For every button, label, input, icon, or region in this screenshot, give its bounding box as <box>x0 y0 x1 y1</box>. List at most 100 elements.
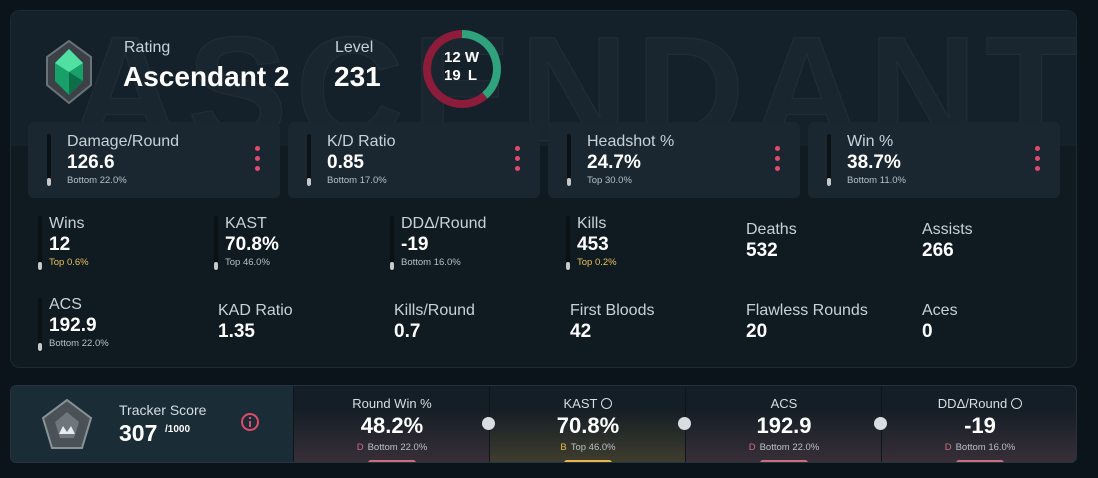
card-percentile: Bottom 11.0% <box>847 175 906 186</box>
stat-label: Kills/Round <box>394 302 475 319</box>
metric-label-row: KAST <box>490 396 686 411</box>
metric-label-row: ACS <box>686 396 882 411</box>
stat-label: First Bloods <box>570 302 655 319</box>
wins-count: 12 <box>444 49 461 66</box>
card-value: 38.7% <box>847 152 901 173</box>
stat-value: 453 <box>577 234 609 255</box>
percentile-fill <box>566 262 570 270</box>
tracker-panel: Tracker Score 307 /1000 Round Win % 48.2%… <box>10 385 1077 463</box>
stat-label: KAD Ratio <box>218 302 293 319</box>
tracker-metric: ACS 192.9 D Bottom 22.0% <box>685 386 882 462</box>
level-value: 231 <box>334 61 381 92</box>
metric-label: DDΔ/Round <box>937 396 1008 411</box>
win-loss-ring <box>423 30 501 108</box>
percentile-track <box>38 297 42 351</box>
stat-value: 0 <box>922 321 933 342</box>
rating-value: Ascendant 2 <box>123 61 290 92</box>
losses-arc <box>423 30 488 108</box>
stat: DDΔ/Round -19 Bottom 16.0% <box>390 214 560 274</box>
metric-grade: D <box>944 442 952 453</box>
metric-percentile: Top 46.0% <box>570 442 616 453</box>
stat: ACS 192.9 Bottom 22.0% <box>38 295 208 355</box>
card-percentile: Bottom 22.0% <box>67 175 127 186</box>
tracker-score: 307 <box>119 420 158 446</box>
percentile-track <box>390 216 394 270</box>
losses-label: L <box>467 67 478 84</box>
card-label: Win % <box>847 133 894 150</box>
stat: Aces 0 <box>918 295 1076 355</box>
percentile-fill <box>38 262 42 270</box>
grade-bar <box>564 460 612 462</box>
stat-card: Win % 38.7% Bottom 11.0% <box>808 122 1060 198</box>
percentile-fill <box>567 178 571 186</box>
tracker-metric: KAST 70.8% B Top 46.0% <box>489 386 686 462</box>
card-percentile: Top 30.0% <box>587 175 632 186</box>
plus-icon <box>678 417 691 430</box>
stat-value: 20 <box>746 321 768 342</box>
info-icon[interactable] <box>1011 398 1023 409</box>
percentile-track <box>566 216 570 270</box>
percentile-fill <box>390 262 394 270</box>
stat: Deaths 532 <box>742 214 912 274</box>
stat-card: Damage/Round 126.6 Bottom 22.0% <box>28 122 280 198</box>
tracker-emblem <box>41 398 93 449</box>
menu-dot <box>255 166 260 171</box>
menu-dot <box>775 146 780 151</box>
info-button[interactable] <box>240 412 260 432</box>
metric-grade: B <box>560 442 567 453</box>
stat-value: 532 <box>746 240 778 261</box>
more-menu[interactable] <box>253 146 263 172</box>
stat-percentile: Top 0.6% <box>49 257 89 268</box>
stat: KAST 70.8% Top 46.0% <box>214 214 384 274</box>
menu-dot <box>775 156 780 161</box>
tracker-score-box: Tracker Score 307 /1000 <box>11 386 294 462</box>
wins-label: W <box>464 49 480 66</box>
stat: Kills 453 Top 0.2% <box>566 214 736 274</box>
percentile-track <box>567 134 571 186</box>
metric-value: 48.2% <box>360 413 424 438</box>
record-text: 12 W 19 L <box>444 49 479 85</box>
menu-dot <box>515 156 520 161</box>
stat-value: -19 <box>401 234 429 255</box>
grade-bar <box>760 460 808 462</box>
percentile-track <box>307 134 311 186</box>
tracker-metric: Round Win % 48.2% D Bottom 22.0% <box>293 386 490 462</box>
profile-panel: ASCENDANT Rating Ascendant 2 Level 231 1… <box>10 10 1077 368</box>
menu-dot <box>515 166 520 171</box>
menu-dot <box>255 146 260 151</box>
metric-percentile-row: B Top 46.0% <box>490 442 686 453</box>
card-value: 24.7% <box>587 152 641 173</box>
level-label: Level <box>335 39 374 56</box>
stat-value: 70.8% <box>225 234 279 255</box>
plus-icon <box>482 417 495 430</box>
more-menu[interactable] <box>773 146 783 172</box>
stat-label: Wins <box>49 215 85 232</box>
wins-arc <box>461 30 501 99</box>
metric-label-row: Round Win % <box>294 396 490 411</box>
card-value: 0.85 <box>327 152 364 173</box>
metric-value: 70.8% <box>556 413 620 438</box>
metric-value: 192.9 <box>756 413 812 438</box>
metric-percentile: Bottom 22.0% <box>759 442 820 453</box>
metric-percentile: Bottom 16.0% <box>955 442 1016 453</box>
menu-dot <box>775 166 780 171</box>
stat-card: Headshot % 24.7% Top 30.0% <box>548 122 800 198</box>
menu-dot <box>1035 166 1040 171</box>
percentile-fill <box>827 178 831 186</box>
percentile-track <box>827 134 831 186</box>
percentile-fill <box>38 343 42 351</box>
stat: First Bloods 42 <box>566 295 736 355</box>
info-icon[interactable] <box>601 398 613 409</box>
stat-card: K/D Ratio 0.85 Bottom 17.0% <box>288 122 540 198</box>
more-menu[interactable] <box>513 146 523 172</box>
metric-label-row: DDΔ/Round <box>882 396 1076 411</box>
stat-label: DDΔ/Round <box>401 215 487 232</box>
metric-grade: D <box>356 442 364 453</box>
stat-percentile: Top 46.0% <box>225 257 270 268</box>
metric-grade: D <box>748 442 756 453</box>
stat-percentile: Bottom 22.0% <box>49 338 109 349</box>
more-menu[interactable] <box>1033 146 1043 172</box>
menu-dot <box>1035 156 1040 161</box>
card-label: Damage/Round <box>67 133 180 150</box>
stat-label: Flawless Rounds <box>746 302 868 319</box>
